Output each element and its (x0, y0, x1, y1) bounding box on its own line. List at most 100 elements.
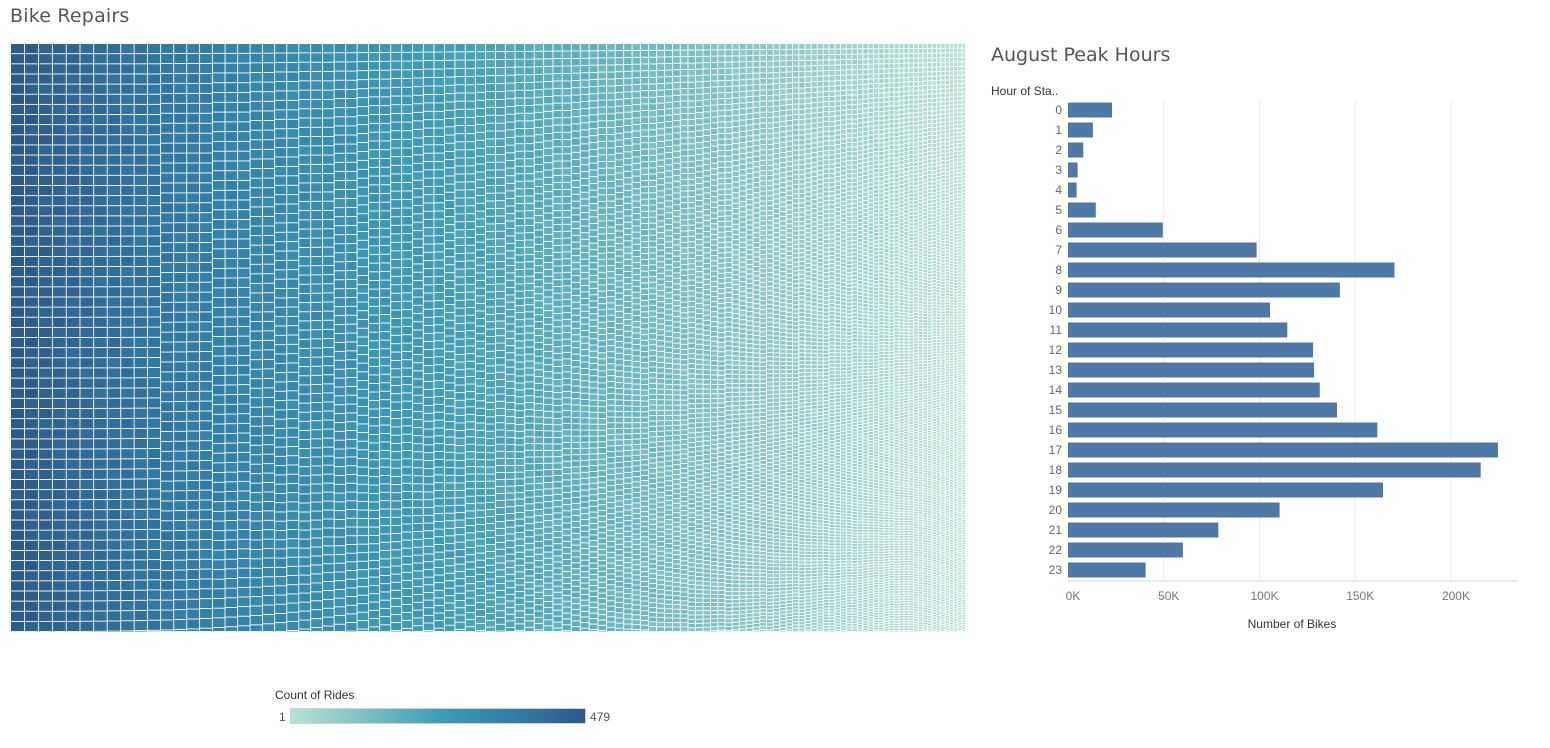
treemap-tile[interactable] (187, 312, 200, 322)
treemap-tile[interactable] (485, 322, 495, 329)
treemap-tile[interactable] (11, 297, 25, 307)
treemap-tile[interactable] (161, 133, 174, 143)
treemap-tile[interactable] (311, 384, 323, 394)
treemap-tile[interactable] (299, 439, 311, 449)
treemap-tile[interactable] (434, 77, 445, 86)
treemap-tile[interactable] (299, 367, 311, 376)
treemap-tile[interactable] (423, 413, 434, 421)
treemap-tile[interactable] (696, 314, 703, 319)
treemap-tile[interactable] (525, 361, 534, 368)
treemap-tile[interactable] (571, 166, 580, 173)
treemap-tile[interactable] (299, 293, 311, 303)
treemap-tile[interactable] (544, 148, 553, 156)
treemap-tile[interactable] (680, 588, 688, 592)
treemap-tile[interactable] (311, 238, 323, 247)
treemap-tile[interactable] (553, 147, 562, 154)
treemap-tile[interactable] (696, 256, 703, 261)
treemap-tile[interactable] (174, 163, 187, 173)
treemap-tile[interactable] (624, 313, 632, 319)
treemap-tile[interactable] (607, 44, 615, 51)
treemap-tile[interactable] (107, 114, 121, 125)
treemap-tile[interactable] (275, 447, 287, 456)
treemap-tile[interactable] (299, 575, 311, 584)
treemap-tile[interactable] (275, 401, 287, 410)
treemap-tile[interactable] (38, 317, 52, 327)
treemap-tile[interactable] (380, 44, 391, 53)
treemap-tile[interactable] (402, 301, 413, 310)
treemap-tile[interactable] (648, 235, 657, 241)
treemap-tile[interactable] (589, 471, 598, 477)
treemap-tile[interactable] (696, 479, 703, 483)
treemap-tile[interactable] (505, 258, 515, 266)
treemap-tile[interactable] (413, 146, 423, 155)
treemap-tile[interactable] (107, 611, 121, 621)
treemap-tile[interactable] (107, 510, 121, 520)
treemap-tile[interactable] (648, 241, 657, 247)
treemap-tile[interactable] (161, 511, 174, 521)
treemap-tile[interactable] (299, 257, 311, 266)
treemap-tile[interactable] (107, 236, 121, 246)
treemap-tile[interactable] (380, 526, 391, 534)
treemap-tile[interactable] (632, 412, 640, 417)
treemap-tile[interactable] (534, 370, 544, 377)
treemap-tile[interactable] (413, 523, 423, 531)
treemap-tile[interactable] (680, 627, 688, 631)
treemap-tile[interactable] (402, 612, 413, 620)
treemap-tile[interactable] (680, 614, 688, 618)
treemap-tile[interactable] (648, 416, 657, 421)
treemap-tile[interactable] (423, 585, 434, 592)
treemap-tile[interactable] (544, 155, 553, 163)
treemap-tile[interactable] (534, 541, 544, 548)
treemap-tile[interactable] (380, 289, 391, 297)
treemap-tile[interactable] (200, 103, 212, 113)
treemap-tile[interactable] (505, 44, 515, 52)
treemap-tile[interactable] (423, 186, 434, 195)
treemap-tile[interactable] (485, 239, 495, 247)
treemap-tile[interactable] (262, 188, 275, 197)
treemap-tile[interactable] (455, 370, 465, 377)
treemap-tile[interactable] (465, 68, 475, 77)
treemap-tile[interactable] (334, 126, 346, 135)
treemap-tile[interactable] (624, 434, 632, 440)
treemap-tile[interactable] (632, 367, 640, 373)
treemap-tile[interactable] (161, 402, 174, 412)
treemap-tile[interactable] (657, 452, 665, 457)
treemap-tile[interactable] (380, 167, 391, 176)
treemap-tile[interactable] (134, 459, 147, 469)
treemap-tile[interactable] (607, 253, 615, 259)
treemap-tile[interactable] (225, 122, 238, 132)
treemap-tile[interactable] (322, 62, 334, 72)
treemap-tile[interactable] (640, 552, 649, 557)
treemap-tile[interactable] (147, 479, 161, 489)
treemap-tile[interactable] (161, 123, 174, 133)
treemap-tile[interactable] (275, 623, 287, 632)
treemap-tile[interactable] (624, 253, 632, 259)
treemap-tile[interactable] (544, 457, 553, 463)
treemap-tile[interactable] (607, 601, 615, 606)
treemap-tile[interactable] (580, 496, 589, 502)
treemap-tile[interactable] (624, 78, 632, 85)
treemap-tile[interactable] (357, 107, 368, 116)
treemap-tile[interactable] (434, 94, 445, 103)
treemap-tile[interactable] (200, 361, 212, 371)
treemap-tile[interactable] (475, 188, 486, 196)
treemap-tile[interactable] (38, 256, 52, 267)
treemap-tile[interactable] (495, 185, 505, 193)
treemap-tile[interactable] (665, 353, 673, 358)
treemap-tile[interactable] (515, 376, 525, 383)
treemap-tile[interactable] (80, 571, 94, 581)
treemap-tile[interactable] (287, 419, 299, 428)
treemap-tile[interactable] (657, 457, 665, 462)
treemap-tile[interactable] (52, 408, 66, 419)
treemap-tile[interactable] (544, 74, 553, 82)
treemap-tile[interactable] (495, 583, 505, 590)
treemap-tile[interactable] (657, 185, 665, 191)
treemap-tile[interactable] (200, 203, 212, 213)
treemap-tile[interactable] (665, 481, 673, 486)
treemap-tile[interactable] (444, 77, 455, 85)
treemap-tile[interactable] (322, 537, 334, 546)
treemap-tile[interactable] (688, 242, 696, 247)
treemap-tile[interactable] (200, 272, 212, 282)
treemap-tile[interactable] (505, 236, 515, 243)
treemap-tile[interactable] (485, 572, 495, 579)
